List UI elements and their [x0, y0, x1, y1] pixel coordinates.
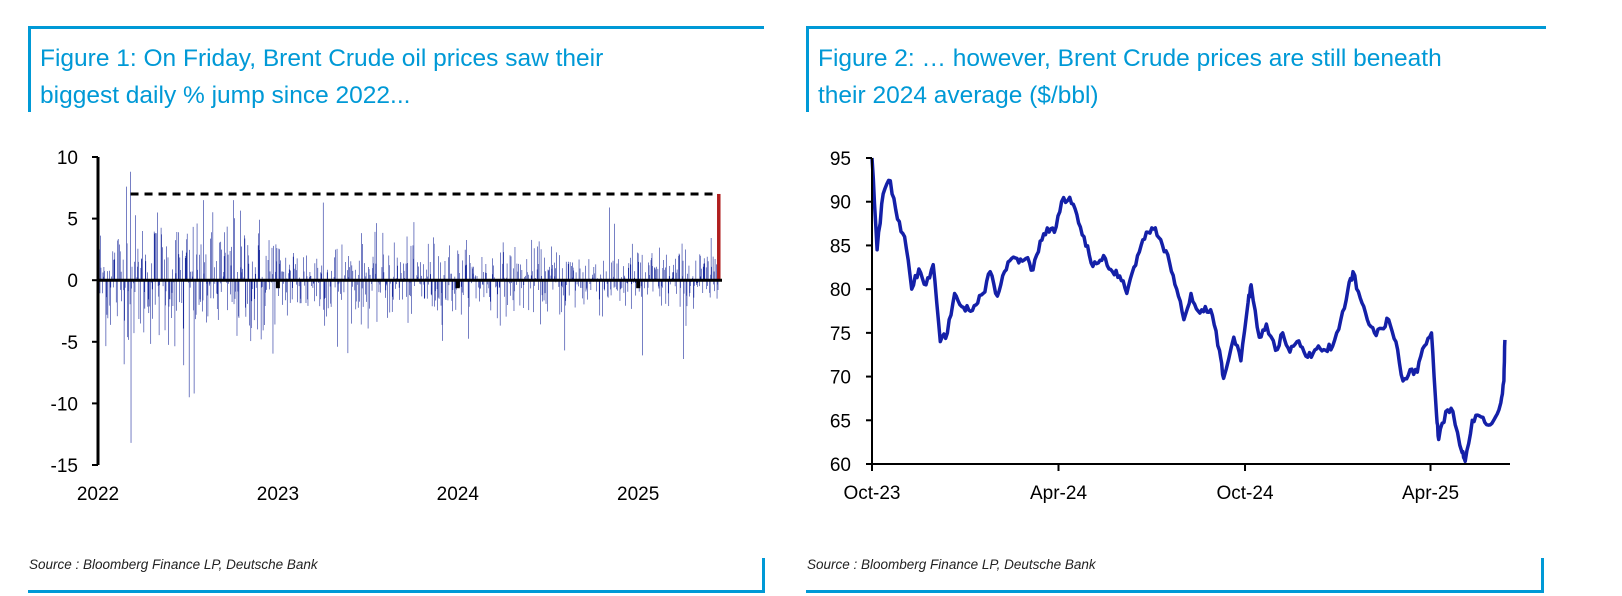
- x-tick-label: Apr-24: [1030, 483, 1087, 504]
- y-tick-label: 0: [67, 271, 78, 292]
- x-tick-mark: [275, 280, 280, 289]
- y-tick-label: 75: [830, 324, 851, 345]
- y-tick-label: 65: [830, 411, 851, 432]
- left-rule: [28, 26, 31, 112]
- y-tick-label: 5: [67, 210, 78, 231]
- top-rule: [28, 26, 764, 29]
- bar-series: [98, 171, 719, 443]
- y-tick-label: 80: [830, 280, 851, 301]
- figure-1-panel: Figure 1: On Friday, Brent Crude oil pri…: [0, 0, 800, 596]
- y-tick-label: 95: [830, 149, 851, 170]
- x-tick-label: 2024: [437, 484, 480, 505]
- x-tick-mark: [455, 280, 460, 289]
- y-tick-label: -5: [61, 333, 78, 354]
- bottom-rule: [28, 590, 765, 593]
- figure-2-source: Source : Bloomberg Finance LP, Deutsche …: [807, 557, 1096, 572]
- x-tick-label: Oct-24: [1217, 483, 1274, 504]
- top-rule: [806, 26, 1546, 29]
- x-tick-label: 2023: [257, 484, 299, 505]
- y-tick-label: -15: [51, 456, 78, 477]
- bottom-rule: [806, 590, 1544, 593]
- right-corner-rule: [1541, 558, 1544, 593]
- figure-1-title: Figure 1: On Friday, Brent Crude oil pri…: [40, 40, 603, 114]
- left-rule: [806, 26, 809, 112]
- highlight-bar: [717, 193, 721, 281]
- figure-2-title: Figure 2: … however, Brent Crude prices …: [818, 40, 1442, 114]
- y-tick-label: 10: [57, 148, 78, 169]
- y-tick-label: 90: [830, 193, 851, 214]
- x-tick-mark: [636, 280, 641, 289]
- figure-2-chart: 95 90 85 80 75 70 65 60 Oct-23 Apr-24 Oct-24 Apr-2…: [830, 149, 1510, 504]
- y-tick-label: 60: [830, 455, 851, 476]
- x-tick-label: 2025: [617, 484, 659, 505]
- title-line-1: Figure 1: On Friday, Brent Crude oil pri…: [40, 45, 604, 72]
- title-line-1: Figure 2: … however, Brent Crude prices …: [818, 45, 1442, 72]
- x-ticks: 2022 2023 2024 2025: [77, 280, 659, 505]
- title-line-2: biggest daily % jump since 2022...: [40, 82, 411, 109]
- figure-2-panel: Figure 2: … however, Brent Crude prices …: [806, 0, 1622, 596]
- x-ticks: Oct-23 Apr-24 Oct-24 Apr-25: [843, 464, 1459, 504]
- y-ticks: 95 90 85 80 75 70 65 60: [830, 149, 872, 476]
- figure-1-chart: 10 5 0 -5 -10 -15 2022 2023 2024 2025: [51, 148, 722, 505]
- y-tick-label: -10: [51, 394, 78, 415]
- title-line-2: their 2024 average ($/bbl): [818, 82, 1099, 109]
- x-tick-label: Apr-25: [1402, 483, 1459, 504]
- y-tick-label: 70: [830, 368, 851, 389]
- figure-1-source: Source : Bloomberg Finance LP, Deutsche …: [29, 557, 318, 572]
- right-corner-rule: [762, 558, 765, 593]
- x-tick-label: 2022: [77, 484, 119, 505]
- y-ticks: 10 5 0 -5 -10 -15: [51, 148, 98, 477]
- x-tick-label: Oct-23: [843, 483, 900, 504]
- y-tick-label: 85: [830, 236, 851, 257]
- brent-price-line: [870, 157, 1507, 464]
